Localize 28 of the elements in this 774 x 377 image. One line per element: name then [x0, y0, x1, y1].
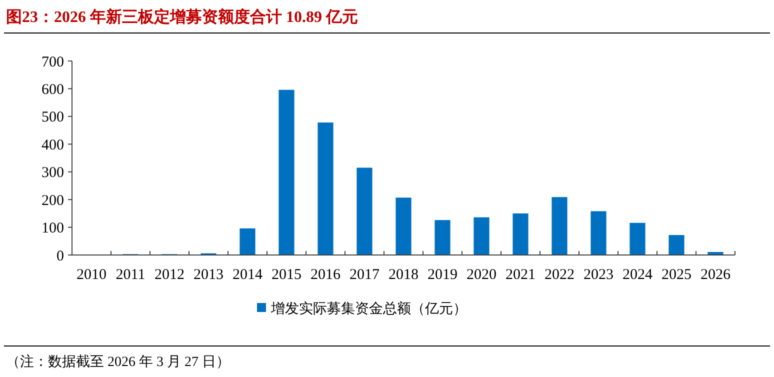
y-tick-label: 700 [42, 54, 64, 70]
x-tick-label: 2020 [466, 267, 496, 283]
y-tick-label: 0 [56, 248, 64, 264]
y-tick-label: 300 [42, 165, 64, 182]
x-tick-label: 2025 [662, 267, 692, 283]
y-tick-label: 100 [42, 220, 64, 237]
x-tick-label: 2015 [272, 267, 302, 283]
y-tick-label: 500 [42, 110, 64, 126]
chart-title: 图23：2026 年新三板定增募资额度合计 10.89 亿元 [6, 7, 358, 26]
x-tick-label: 2011 [116, 267, 146, 283]
x-tick-label: 2021 [506, 267, 536, 283]
x-tick-label: 2019 [428, 267, 458, 283]
x-tick-label: 2013 [194, 267, 224, 283]
x-tick-label: 2023 [584, 267, 614, 283]
x-tick-label: 2017 [350, 267, 380, 283]
x-tick-label: 2012 [154, 267, 184, 283]
x-tick-label: 2010 [76, 267, 106, 283]
y-tick-label: 200 [42, 192, 64, 209]
x-tick-label: 2026 [700, 267, 731, 283]
text: （注：数据截至 2026 年 3 月 27 日） [6, 354, 230, 370]
legend-label: 增发实际募集资金总额（亿元） [270, 301, 467, 317]
y-tick-label: 400 [42, 137, 64, 154]
x-tick-label: 2024 [622, 267, 653, 283]
x-tick-label: 2022 [544, 267, 574, 283]
x-tick-label: 2016 [310, 267, 341, 283]
x-tick-label: 2018 [388, 267, 418, 283]
x-tick-label: 2014 [232, 267, 263, 283]
y-tick-label: 600 [42, 82, 64, 98]
